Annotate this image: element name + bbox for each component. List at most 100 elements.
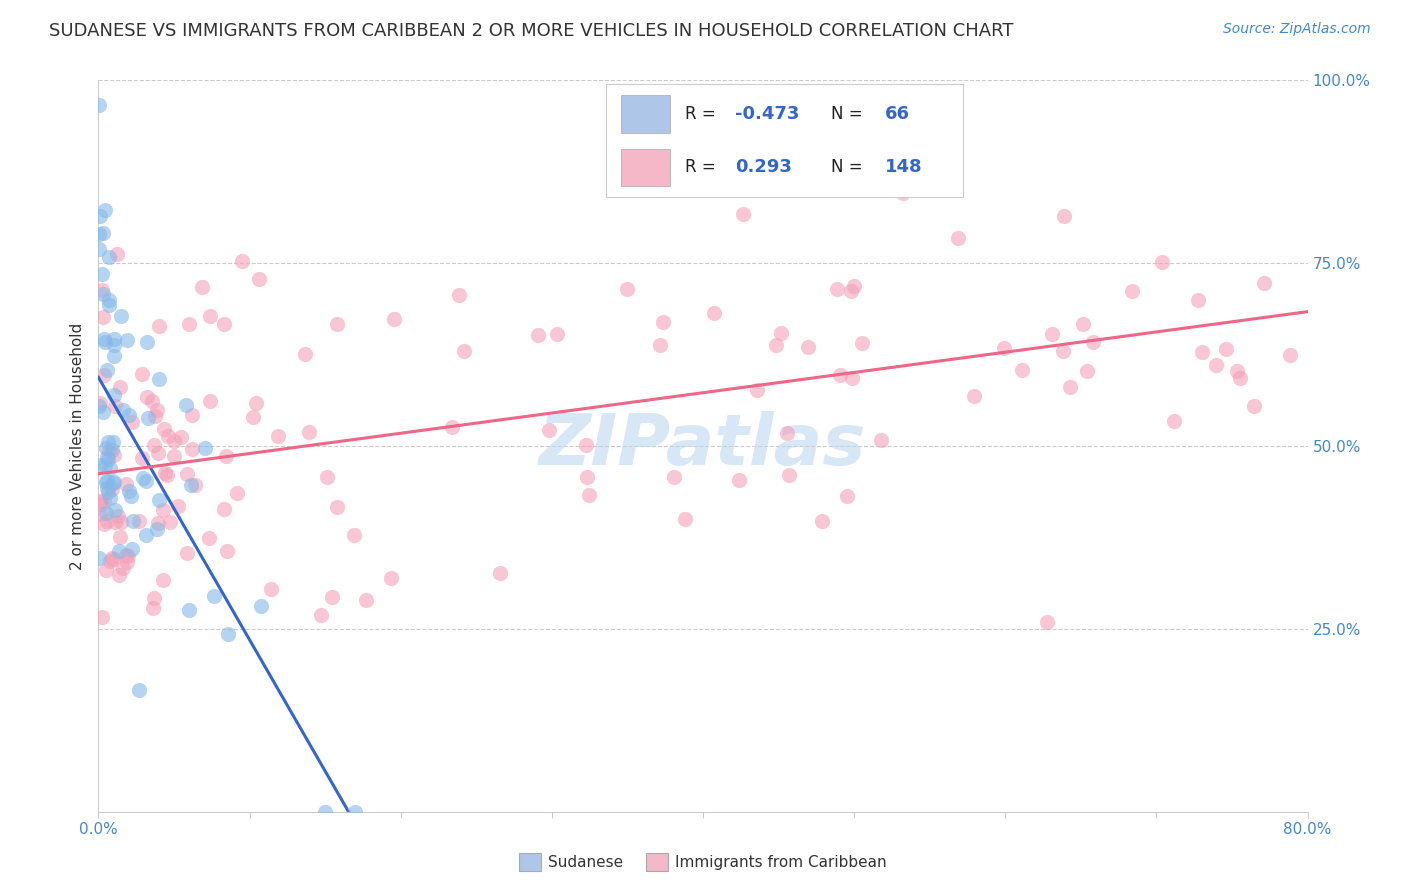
Point bbox=[103, 475, 125, 490]
Point bbox=[1040, 327, 1063, 342]
Point bbox=[1191, 344, 1213, 359]
Point bbox=[89, 458, 111, 473]
Point bbox=[153, 467, 176, 481]
Point bbox=[703, 306, 725, 320]
Point bbox=[537, 424, 560, 438]
Point bbox=[796, 340, 818, 354]
Point bbox=[1150, 255, 1173, 269]
Point bbox=[115, 555, 138, 569]
Point bbox=[108, 530, 131, 544]
Point bbox=[325, 318, 347, 332]
Point bbox=[1215, 342, 1237, 356]
Point bbox=[616, 282, 638, 296]
Point bbox=[121, 542, 143, 557]
Point bbox=[132, 471, 155, 485]
Text: ZIPatlas: ZIPatlas bbox=[540, 411, 866, 481]
Point bbox=[101, 552, 124, 566]
Point bbox=[110, 310, 132, 324]
Point bbox=[1071, 317, 1094, 331]
Text: SUDANESE VS IMMIGRANTS FROM CARIBBEAN 2 OR MORE VEHICLES IN HOUSEHOLD CORRELATIO: SUDANESE VS IMMIGRANTS FROM CARIBBEAN 2 … bbox=[49, 22, 1014, 40]
Point bbox=[316, 469, 339, 483]
Point bbox=[87, 242, 110, 256]
Point bbox=[91, 310, 114, 324]
Point bbox=[90, 267, 112, 281]
Point bbox=[89, 209, 111, 223]
Point bbox=[94, 202, 117, 217]
Point bbox=[963, 389, 986, 403]
Point bbox=[110, 515, 132, 529]
Point bbox=[652, 315, 675, 329]
Point bbox=[217, 627, 239, 641]
Point bbox=[115, 476, 138, 491]
Point bbox=[93, 368, 115, 382]
Point bbox=[156, 429, 179, 443]
Point bbox=[1226, 364, 1249, 378]
Point bbox=[842, 278, 865, 293]
Point bbox=[104, 503, 127, 517]
Point bbox=[118, 408, 141, 422]
Point bbox=[93, 332, 115, 346]
Point bbox=[97, 250, 120, 264]
Point bbox=[143, 409, 166, 423]
Point bbox=[851, 335, 873, 350]
Point bbox=[143, 438, 166, 452]
Point bbox=[993, 341, 1015, 355]
Point bbox=[148, 516, 170, 530]
Point bbox=[198, 531, 221, 545]
Point bbox=[309, 608, 332, 623]
Point bbox=[163, 450, 186, 464]
Point bbox=[745, 383, 768, 397]
Point bbox=[103, 388, 125, 402]
Point bbox=[765, 338, 787, 352]
Point bbox=[108, 380, 131, 394]
Point bbox=[87, 399, 110, 413]
Point bbox=[169, 430, 191, 444]
Point bbox=[176, 546, 198, 560]
Point bbox=[115, 548, 138, 562]
Point bbox=[231, 254, 253, 268]
Point bbox=[1243, 399, 1265, 413]
Point bbox=[89, 396, 111, 410]
Point bbox=[152, 502, 174, 516]
Point bbox=[298, 425, 321, 439]
Point bbox=[141, 393, 163, 408]
Point bbox=[121, 415, 143, 429]
Point bbox=[212, 317, 235, 331]
Point bbox=[98, 461, 121, 475]
Point bbox=[90, 283, 112, 297]
Point bbox=[148, 372, 170, 386]
Point bbox=[1229, 371, 1251, 385]
Point bbox=[135, 527, 157, 541]
Point bbox=[1253, 276, 1275, 290]
Point bbox=[97, 452, 120, 467]
Point bbox=[128, 683, 150, 698]
Point bbox=[841, 370, 863, 384]
Point bbox=[136, 334, 159, 349]
Point bbox=[180, 408, 202, 422]
Point bbox=[94, 441, 117, 455]
Point bbox=[96, 563, 118, 577]
Point bbox=[98, 443, 121, 458]
Point bbox=[731, 206, 754, 220]
Point bbox=[869, 433, 891, 447]
Point bbox=[575, 438, 598, 452]
Point bbox=[111, 403, 134, 417]
Point bbox=[382, 311, 405, 326]
Point bbox=[194, 442, 217, 456]
Point bbox=[247, 272, 270, 286]
Point bbox=[152, 573, 174, 587]
Point bbox=[770, 326, 793, 340]
Point bbox=[662, 470, 685, 484]
Point bbox=[267, 429, 290, 443]
Point bbox=[117, 549, 139, 563]
Point bbox=[489, 566, 512, 581]
Point bbox=[94, 506, 117, 520]
Point bbox=[176, 467, 198, 481]
Point bbox=[131, 367, 153, 381]
Point bbox=[142, 600, 165, 615]
Point bbox=[136, 411, 159, 425]
Point bbox=[1163, 413, 1185, 427]
Point bbox=[354, 593, 377, 607]
Point bbox=[108, 568, 131, 582]
Point bbox=[91, 227, 114, 241]
